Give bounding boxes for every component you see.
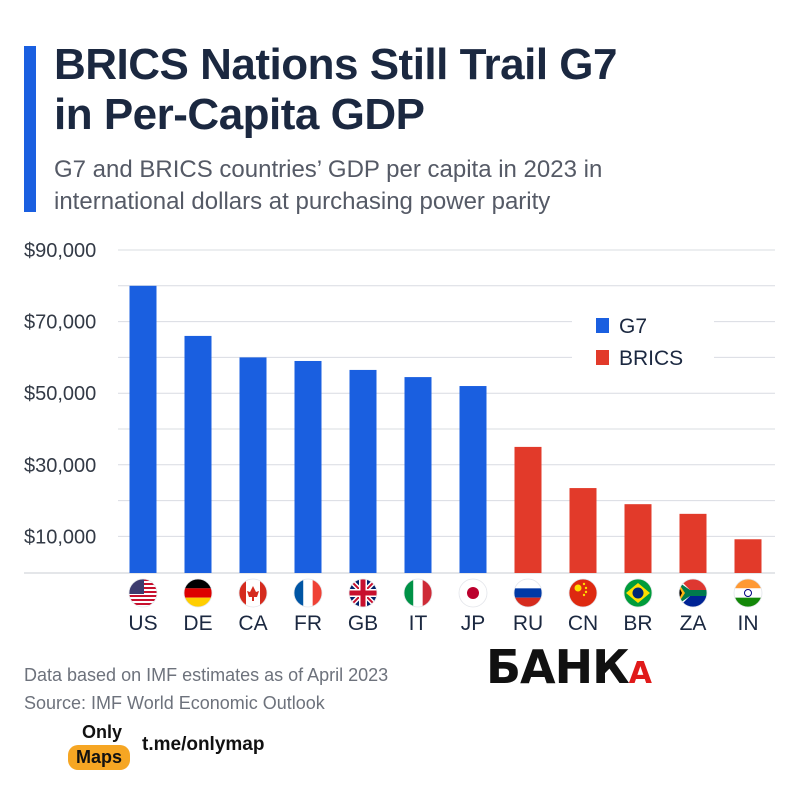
flag-ru-icon [513,578,543,608]
bar-it [404,377,432,573]
bank-logo-suffix: А [628,656,652,691]
flag-ca-icon [238,578,268,608]
bar-in [734,539,762,573]
flag-cn-icon [568,578,598,608]
chart-legend: G7 BRICS [572,299,714,379]
x-tick-label: ZA [680,612,707,635]
bar-gb [349,369,377,573]
flag-jp-icon [458,578,488,608]
footer: Data based on IMF estimates as of April … [24,661,388,717]
chart-bars [129,285,762,573]
chart-subtitle-line-2: international dollars at purchasing powe… [54,188,551,215]
flag-br-icon [623,578,653,608]
flag-za-icon [678,578,708,608]
bar-ru [514,446,542,573]
bar-jp [459,386,487,573]
x-tick-label: US [128,612,157,635]
bar-za [679,513,707,573]
x-tick-label: IT [409,612,428,635]
x-tick-label: JP [461,612,486,635]
flag-us-icon [128,578,158,608]
y-tick-label: $90,000 [24,240,96,262]
footer-source: Source: IMF World Economic Outlook [24,693,325,713]
chart-subtitle: G7 and BRICS countries’ GDP per capita i… [54,154,774,218]
legend-box [572,299,714,379]
y-tick-label: $50,000 [24,383,96,405]
chart-title: BRICS Nations Still Trail G7 in Per-Capi… [54,40,774,140]
telegram-link[interactable]: t.me/onlymap [142,734,265,755]
bar-br [624,504,652,573]
bar-fr [294,360,322,573]
x-tick-label: CA [238,612,267,635]
bar-cn [569,488,597,573]
x-tick-label: CN [568,612,598,635]
bar-us [129,285,157,573]
flag-gb-icon [348,578,378,608]
x-axis: US DE CA FR GB IT JP RU CN BR ZA IN [128,612,758,635]
chart-subtitle-line-1: G7 and BRICS countries’ GDP per capita i… [54,156,603,183]
flag-de-icon [183,578,213,608]
accent-bar [24,46,36,212]
onlymaps-maps-label: Maps [68,745,131,770]
x-tick-label: BR [623,612,652,635]
chart-title-line-2: in Per-Capita GDP [54,90,425,139]
bank-logo-main: БАНК [486,640,630,694]
y-tick-label: $10,000 [24,526,96,548]
x-tick-label: RU [513,612,543,635]
legend-label-brics: BRICS [619,347,683,370]
chart-title-line-1: BRICS Nations Still Trail G7 [54,40,618,89]
flag-in-icon [733,578,763,608]
bank-logo: БАНКА [486,640,652,694]
legend-label-g7: G7 [619,315,647,338]
y-tick-label: $70,000 [24,312,96,334]
bar-ca [239,357,267,573]
bar-de [184,335,212,573]
x-tick-label: IN [738,612,759,635]
x-tick-label: FR [294,612,322,635]
flag-it-icon [403,578,433,608]
y-axis: $10,000 $30,000 $50,000 $70,000 $90,000 [24,240,96,548]
legend-swatch-g7 [596,318,609,333]
x-tick-label: DE [183,612,212,635]
chart-flags [128,578,763,608]
x-tick-label: GB [348,612,378,635]
onlymaps-logo: Only Maps [68,722,134,774]
onlymaps-only-label: Only [82,722,123,742]
y-tick-label: $30,000 [24,455,96,477]
flag-fr-icon [293,578,323,608]
legend-swatch-brics [596,350,609,365]
footer-note: Data based on IMF estimates as of April … [24,665,389,685]
bar-chart: $10,000 $30,000 $50,000 $70,000 $90,000 US DE… [24,240,775,635]
